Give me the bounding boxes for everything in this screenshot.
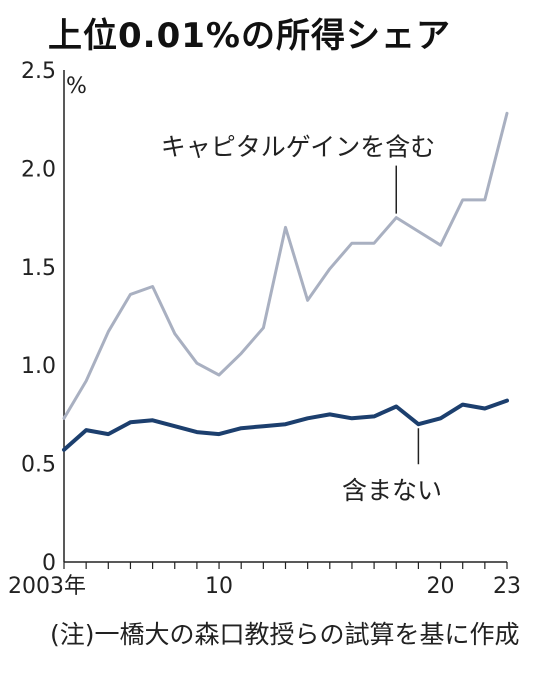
y-tick-label: 2.5 <box>21 59 56 84</box>
series-line-1 <box>62 111 509 420</box>
series-label-without-gains: 含まない <box>342 476 442 505</box>
y-unit-label: % <box>66 74 87 99</box>
line-chart: 0 0.5 1.0 1.5 2.0 2.5 % 2003年 10 20 23 キャピタルゲインを… <box>8 59 521 599</box>
series-line-2 <box>62 398 509 452</box>
x-tick-label: 20 <box>427 574 455 599</box>
source-note: (注)一橋大の森口教授らの試算を基に作成 <box>50 620 520 649</box>
x-tick-label: 10 <box>205 574 233 599</box>
y-tick-labels: 0 0.5 1.0 1.5 2.0 2.5 <box>21 59 56 576</box>
y-tick-label: 0.5 <box>21 453 56 478</box>
y-tick-label: 2.0 <box>21 157 56 182</box>
x-tick-labels: 2003年 10 20 23 <box>8 574 521 599</box>
y-tick-label: 1.5 <box>21 256 56 281</box>
x-tick-marks <box>63 562 508 569</box>
y-tick-label: 0 <box>42 551 56 576</box>
chart-title: 上位0.01%の所得シェア <box>48 16 451 56</box>
x-tick-label: 23 <box>493 574 521 599</box>
x-tick-label: 2003年 <box>8 574 86 599</box>
series-lines <box>62 111 509 452</box>
series-label-with-gains: キャピタルゲインを含む <box>161 133 436 162</box>
y-tick-label: 1.0 <box>21 354 56 379</box>
